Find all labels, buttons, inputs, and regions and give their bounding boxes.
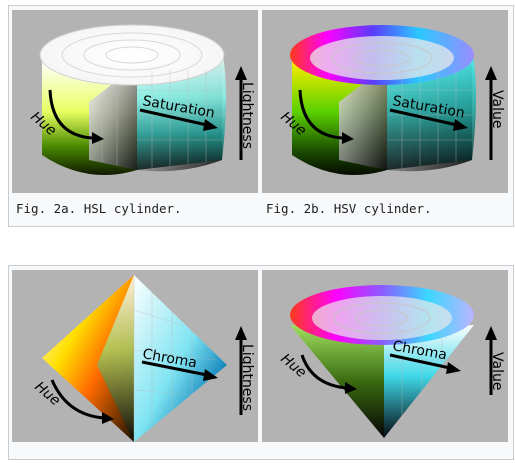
lightness-label: Lightness xyxy=(239,344,255,411)
hsv-cylinder-image[interactable]: Hue Saturation Value xyxy=(262,10,508,193)
hsl-bicone-image[interactable]: Hue Chroma Lightness xyxy=(12,270,258,442)
hue-label: Hue xyxy=(277,351,309,381)
value-label: Value xyxy=(489,90,505,128)
hsl-cylinder-image[interactable]: Hue Saturation Lightness xyxy=(12,10,258,193)
caption-2b: Fig. 2b. HSV cylinder. xyxy=(266,201,432,216)
caption-2a: Fig. 2a. HSL cylinder. xyxy=(16,201,182,216)
hue-label: Hue xyxy=(31,379,63,409)
lightness-label: Lightness xyxy=(239,82,255,149)
hsv-cone-image[interactable]: Hue Chroma Value xyxy=(262,270,508,442)
value-label: Value xyxy=(489,352,505,390)
